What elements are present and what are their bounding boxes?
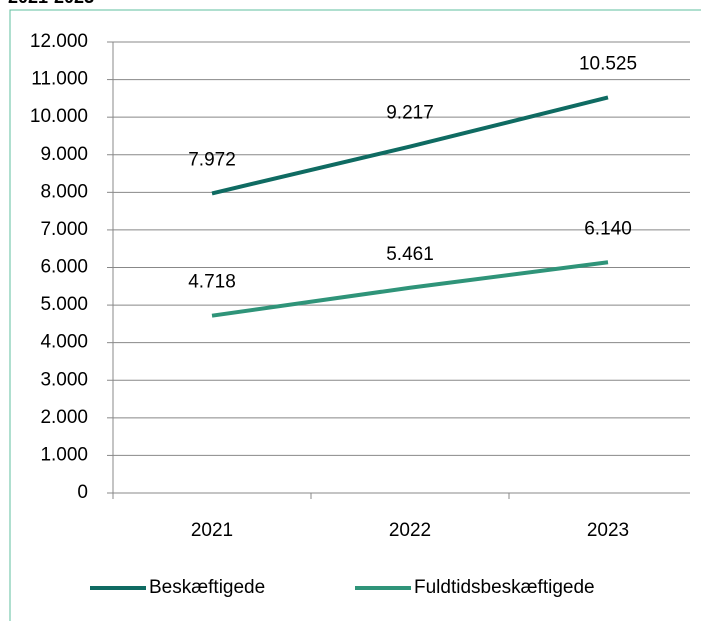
y-tick-label: 11.000 [31,69,88,90]
data-label: 9.217 [386,103,434,124]
y-tick-label: 0 [77,482,88,503]
chart-title: 2021-2023 [8,0,94,7]
data-label: 6.140 [584,218,632,239]
y-tick-label: 5.000 [40,294,88,315]
data-label: 4.718 [188,272,236,293]
legend-label: Beskæftigede [149,577,265,598]
series-line [211,95,609,196]
data-label: 10.525 [579,53,637,74]
data-label: 7.972 [188,149,236,170]
y-tick-label: 2.000 [40,407,88,428]
y-tick-label: 9.000 [40,144,88,165]
y-tick-label: 1.000 [40,444,88,465]
x-tick-label: 2023 [587,520,629,541]
y-tick-label: 6.000 [40,257,88,278]
y-tick-label: 8.000 [40,181,88,202]
x-tick-label: 2022 [389,520,431,541]
series-line [211,260,609,318]
y-tick-label: 4.000 [40,332,88,353]
data-label: 5.461 [386,244,434,265]
chart-border [9,9,701,621]
y-tick-label: 7.000 [40,219,88,240]
y-tick-label: 3.000 [40,369,88,390]
y-tick-label: 10.000 [30,106,88,127]
x-tick-label: 2021 [191,520,233,541]
y-tick-label: 12.000 [30,31,88,52]
legend-label: Fuldtidsbeskæftigede [414,577,595,598]
